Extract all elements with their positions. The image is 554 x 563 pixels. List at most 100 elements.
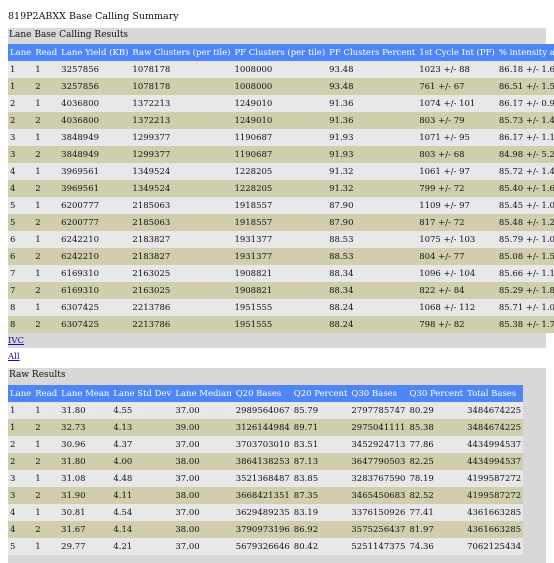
table-cell: 1249010 (232, 112, 328, 129)
column-header: PF Clusters (per tile) (232, 44, 328, 61)
table-cell: 761 +/- 67 (417, 78, 497, 95)
table-cell: 37.00 (173, 470, 234, 487)
table-cell: 1078178 (130, 61, 233, 78)
table-cell: 85.66 +/- 1.12 (496, 265, 554, 282)
table-cell: 6307425 (59, 316, 131, 333)
table-cell: 4 (8, 180, 34, 197)
table-cell: 29.77 (59, 538, 112, 555)
table-cell: 2797785747 (349, 402, 408, 419)
ivc-link[interactable]: IVC (8, 336, 24, 346)
table-cell: 3848949 (59, 129, 131, 146)
table-cell: 1951555 (232, 299, 328, 316)
lane-results-header-row: Lane Read Lane Yield (KB) Raw Clusters (per… (8, 44, 554, 61)
table-cell: 85.79 (291, 402, 350, 419)
table-cell: 3376150926 (349, 504, 408, 521)
column-header: Lane Mean (59, 385, 112, 402)
column-header: Q30 Bases (349, 385, 408, 402)
table-cell: 2 (33, 214, 60, 231)
table-row: 8 2 6307425 2213786 1951555 88.24 798 +/- 82 85… (8, 316, 554, 333)
table-cell: 86.51 +/- 1.53 (496, 78, 554, 95)
table-cell: 5 (8, 197, 34, 214)
table-cell: 87.35 (291, 487, 350, 504)
table-cell: 1372213 (130, 112, 233, 129)
table-cell: 2 (33, 146, 60, 163)
table-cell: 87.90 (327, 214, 418, 231)
all-link[interactable]: All (8, 352, 20, 362)
table-cell: 1931377 (232, 231, 328, 248)
table-cell: 2 (33, 282, 60, 299)
table-cell: 77.41 (407, 504, 466, 521)
table-cell: 85.08 +/- 1.54 (496, 248, 554, 265)
table-row: 5 2 6200777 2185063 1918557 87.90 817 +/- 72 85… (8, 214, 554, 231)
table-cell: 6 (8, 231, 34, 248)
table-cell: 1074 +/- 101 (417, 95, 497, 112)
table-cell: 38.00 (173, 521, 234, 538)
table-cell: 1061 +/- 97 (417, 163, 497, 180)
table-cell: 1 (33, 470, 60, 487)
column-header: PF Clusters Percent (327, 44, 418, 61)
table-cell: 30.96 (59, 436, 112, 453)
table-cell: 86.18 +/- 1.65 (496, 61, 554, 78)
table-cell: 1109 +/- 97 (417, 197, 497, 214)
table-row: 8 1 6307425 2213786 1951555 88.24 1068 +/- 112… (8, 299, 554, 316)
table-cell: 7062125434 (465, 538, 524, 555)
column-header: Lane Yield (KB) (59, 44, 131, 61)
table-row: 3 2 31.90 4.11 38.00 3668421351 87.35 346545068… (8, 487, 524, 504)
table-row: 5 1 6200777 2185063 1918557 87.90 1109 +/- 97 8… (8, 197, 554, 214)
table-cell: 2 (33, 112, 60, 129)
table-cell: 85.45 +/- 1.04 (496, 197, 554, 214)
table-cell: 2 (33, 248, 60, 265)
table-row: 1 2 32.73 4.13 39.00 3126144984 89.71 297504111… (8, 419, 524, 436)
column-header: Lane Std Dev (111, 385, 174, 402)
table-cell: 6169310 (59, 265, 131, 282)
table-row: 4 2 3969561 1349524 1228205 91.32 799 +/- 72 85… (8, 180, 554, 197)
table-cell: 1299377 (130, 129, 233, 146)
table-cell: 4036800 (59, 95, 131, 112)
table-cell: 31.67 (59, 521, 112, 538)
table-cell: 4036800 (59, 112, 131, 129)
column-header: Lane (8, 385, 34, 402)
table-cell: 803 +/- 68 (417, 146, 497, 163)
table-cell: 83.51 (291, 436, 350, 453)
table-cell: 1190687 (232, 129, 328, 146)
table-cell: 2213786 (130, 299, 233, 316)
column-header: Q20 Bases (233, 385, 292, 402)
raw-results-header-row: Lane Read Lane Mean Lane Std Dev Lane Median… (8, 385, 524, 402)
table-cell: 6 (8, 248, 34, 265)
table-cell: 2 (33, 78, 60, 95)
column-header: % intensity after 20 cycles (PF) (496, 44, 554, 61)
table-cell: 1008000 (232, 61, 328, 78)
table-cell: 1 (33, 538, 60, 555)
table-cell: 1228205 (232, 180, 328, 197)
table-row: 2 1 30.96 4.37 37.00 3703703010 83.51 345292471… (8, 436, 524, 453)
table-cell: 82.52 (407, 487, 466, 504)
table-row: 3 1 3848949 1299377 1190687 91.93 1071 +/- 95 8… (8, 129, 554, 146)
table-cell: 1908821 (232, 282, 328, 299)
table-cell: 1078178 (130, 78, 233, 95)
table-cell: 5251147375 (349, 538, 408, 555)
table-cell: 4 (8, 521, 34, 538)
table-cell: 1 (33, 231, 60, 248)
column-header: Read (33, 44, 60, 61)
table-cell: 1 (33, 197, 60, 214)
table-cell: 78.19 (407, 470, 466, 487)
table-cell: 2 (33, 453, 60, 470)
table-cell: 88.34 (327, 282, 418, 299)
table-cell: 4199587272 (465, 487, 524, 504)
table-cell: 85.72 +/- 1.47 (496, 163, 554, 180)
table-cell: 1951555 (232, 316, 328, 333)
table-cell: 5 (8, 214, 34, 231)
table-cell: 1 (33, 299, 60, 316)
raw-results-section: Raw Results Lane Read Lane Mean Lane Std De… (8, 368, 546, 563)
table-cell: 1931377 (232, 248, 328, 265)
table-cell: 85.38 (407, 419, 466, 436)
table-cell: 822 +/- 84 (417, 282, 497, 299)
table-row: 1 1 31.80 4.55 37.00 2989564067 85.79 279778574… (8, 402, 524, 419)
table-cell: 1096 +/- 104 (417, 265, 497, 282)
table-cell: 7 (8, 265, 34, 282)
table-cell: 3 (8, 487, 34, 504)
table-cell: 88.53 (327, 231, 418, 248)
table-cell: 3257856 (59, 78, 131, 95)
table-cell: 85.29 +/- 1.83 (496, 282, 554, 299)
table-cell: 85.79 +/- 1.05 (496, 231, 554, 248)
